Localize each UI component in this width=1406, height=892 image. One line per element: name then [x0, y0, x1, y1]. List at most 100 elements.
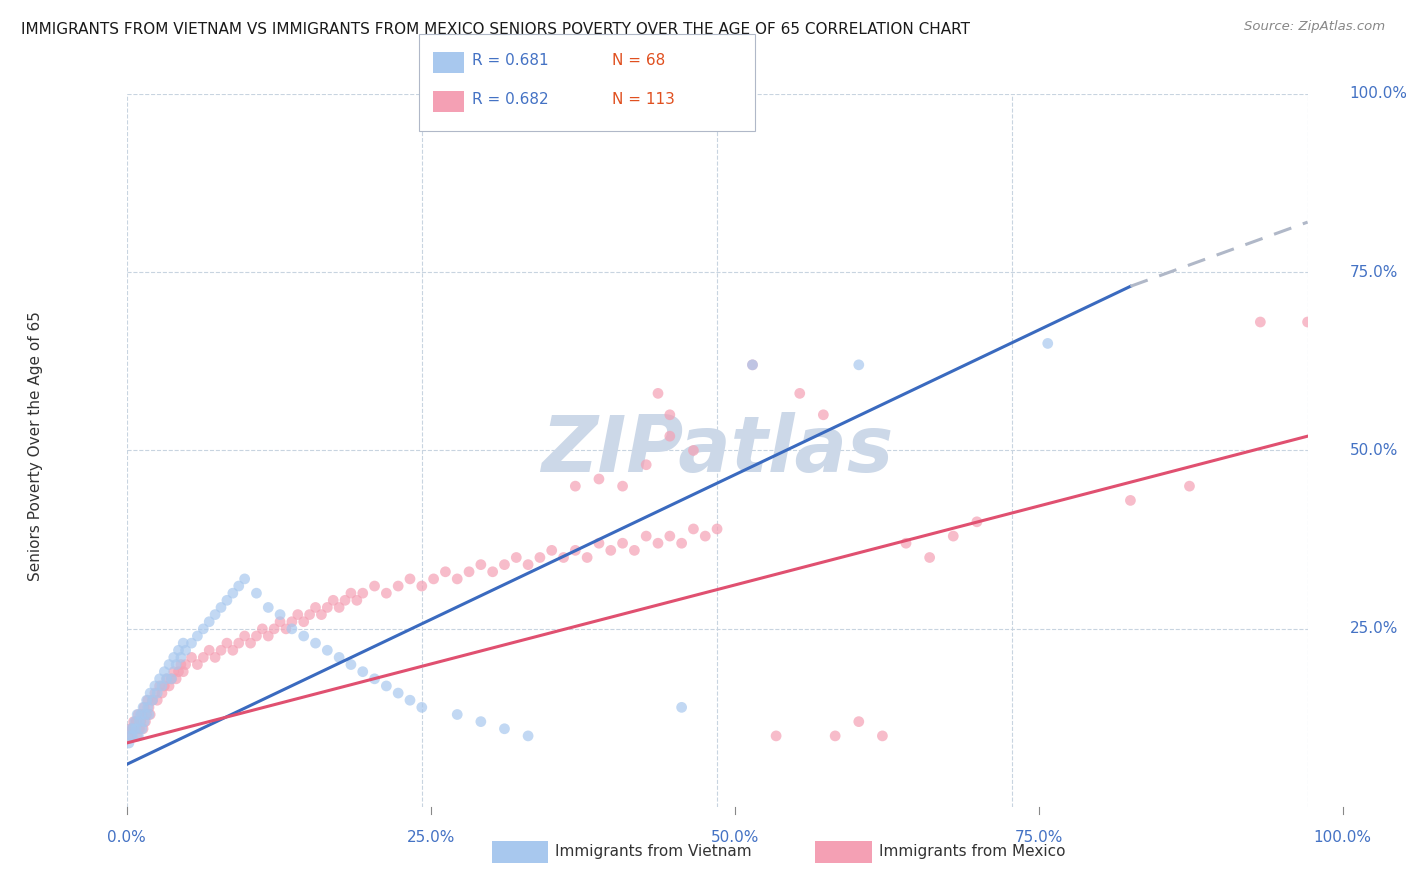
Point: [263, 622, 285, 636]
Point: [209, 600, 232, 615]
Point: [153, 665, 176, 679]
Point: [671, 700, 693, 714]
Point: [160, 672, 183, 686]
Point: [153, 679, 176, 693]
Point: [481, 565, 503, 579]
Point: [198, 615, 221, 629]
Point: [124, 722, 146, 736]
Point: [215, 636, 238, 650]
Text: R = 0.682: R = 0.682: [472, 93, 548, 107]
Point: [281, 615, 304, 629]
Point: [121, 729, 143, 743]
Point: [139, 686, 162, 700]
Point: [134, 714, 156, 729]
Text: 75.0%: 75.0%: [1350, 265, 1398, 279]
Point: [682, 443, 704, 458]
Point: [636, 529, 658, 543]
Point: [517, 558, 540, 572]
Point: [170, 657, 193, 672]
Point: [292, 615, 315, 629]
Point: [304, 636, 326, 650]
Point: [494, 722, 516, 736]
Point: [813, 408, 835, 422]
Point: [894, 536, 917, 550]
Text: Seniors Poverty Over the Age of 65: Seniors Poverty Over the Age of 65: [28, 311, 42, 581]
Text: Source: ZipAtlas.com: Source: ZipAtlas.com: [1244, 20, 1385, 33]
Point: [257, 629, 280, 643]
Text: N = 113: N = 113: [612, 93, 675, 107]
Point: [1296, 315, 1319, 329]
Point: [918, 550, 941, 565]
Point: [193, 650, 215, 665]
Point: [228, 636, 250, 650]
Text: Immigrants from Mexico: Immigrants from Mexico: [879, 845, 1066, 859]
Text: 50.0%: 50.0%: [710, 830, 759, 845]
Point: [942, 529, 965, 543]
Point: [127, 729, 149, 743]
Point: [824, 729, 846, 743]
Point: [228, 579, 250, 593]
Point: [165, 672, 187, 686]
Point: [399, 693, 422, 707]
Point: [222, 586, 245, 600]
Point: [494, 558, 516, 572]
Point: [636, 458, 658, 472]
Point: [872, 729, 894, 743]
Point: [139, 707, 162, 722]
Point: [647, 386, 669, 401]
Point: [118, 729, 141, 743]
Point: [129, 714, 152, 729]
Point: [150, 686, 173, 700]
Point: [470, 558, 492, 572]
Point: [209, 643, 232, 657]
Text: 75.0%: 75.0%: [1015, 830, 1063, 845]
Point: [134, 700, 156, 714]
Point: [422, 572, 444, 586]
Point: [135, 707, 157, 722]
Point: [120, 729, 142, 743]
Point: [143, 679, 166, 693]
Point: [245, 629, 267, 643]
Point: [1178, 479, 1201, 493]
Point: [252, 622, 274, 636]
Text: 25.0%: 25.0%: [1350, 622, 1398, 636]
Point: [118, 736, 141, 750]
Point: [167, 643, 190, 657]
Point: [180, 636, 202, 650]
Point: [658, 429, 681, 443]
Text: Immigrants from Vietnam: Immigrants from Vietnam: [555, 845, 752, 859]
Text: R = 0.681: R = 0.681: [472, 54, 548, 68]
Point: [245, 586, 267, 600]
Point: [172, 665, 194, 679]
Point: [340, 586, 363, 600]
Point: [292, 629, 315, 643]
Point: [328, 650, 350, 665]
Point: [157, 679, 180, 693]
Point: [269, 607, 291, 622]
Point: [174, 657, 197, 672]
Point: [612, 479, 634, 493]
Point: [311, 607, 333, 622]
Text: 50.0%: 50.0%: [1350, 443, 1398, 458]
Point: [146, 693, 169, 707]
Point: [138, 700, 160, 714]
Point: [848, 358, 870, 372]
Point: [239, 636, 262, 650]
Point: [193, 622, 215, 636]
Point: [848, 714, 870, 729]
Point: [564, 543, 586, 558]
Point: [186, 629, 208, 643]
Point: [136, 693, 159, 707]
Point: [765, 729, 787, 743]
Point: [222, 643, 245, 657]
Point: [446, 707, 468, 722]
Text: 100.0%: 100.0%: [1313, 830, 1372, 845]
Point: [125, 714, 148, 729]
Point: [789, 386, 811, 401]
Point: [141, 693, 163, 707]
Point: [576, 550, 599, 565]
Point: [269, 615, 291, 629]
Point: [505, 550, 527, 565]
Point: [1036, 336, 1059, 351]
Point: [363, 579, 385, 593]
